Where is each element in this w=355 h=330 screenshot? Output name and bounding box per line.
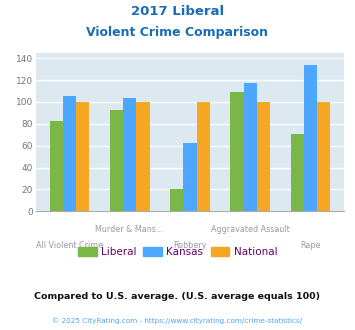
Bar (50, 120, 63, 211)
Text: All Violent Crime: All Violent Crime (36, 241, 103, 250)
Bar (197, 102, 210, 211)
Bar (304, 65, 317, 211)
Bar (170, 189, 183, 211)
Bar (290, 134, 304, 211)
Text: 2017 Liberal: 2017 Liberal (131, 5, 224, 18)
Bar (183, 144, 197, 211)
Text: Compared to U.S. average. (U.S. average equals 100): Compared to U.S. average. (U.S. average … (34, 292, 321, 301)
Text: Violent Crime Comparison: Violent Crime Comparison (87, 26, 268, 39)
Text: Aggravated Assault: Aggravated Assault (211, 225, 290, 234)
Text: Murder & Mans...: Murder & Mans... (95, 225, 164, 234)
Text: Rape: Rape (300, 241, 321, 250)
Bar (63, 96, 76, 211)
Bar (244, 83, 257, 211)
Bar (76, 102, 89, 211)
Bar (317, 102, 330, 211)
Bar (257, 102, 270, 211)
Text: Robbery: Robbery (173, 241, 207, 250)
Legend: Liberal, Kansas, National: Liberal, Kansas, National (73, 243, 282, 261)
Bar (123, 98, 136, 211)
Bar (136, 102, 149, 211)
Text: © 2025 CityRating.com - https://www.cityrating.com/crime-statistics/: © 2025 CityRating.com - https://www.city… (53, 317, 302, 324)
Bar (230, 92, 244, 211)
Bar (110, 110, 123, 211)
